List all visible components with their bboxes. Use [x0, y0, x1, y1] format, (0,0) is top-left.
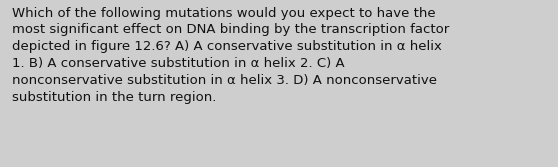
Text: Which of the following mutations would you expect to have the
most significant e: Which of the following mutations would y… [12, 7, 450, 104]
